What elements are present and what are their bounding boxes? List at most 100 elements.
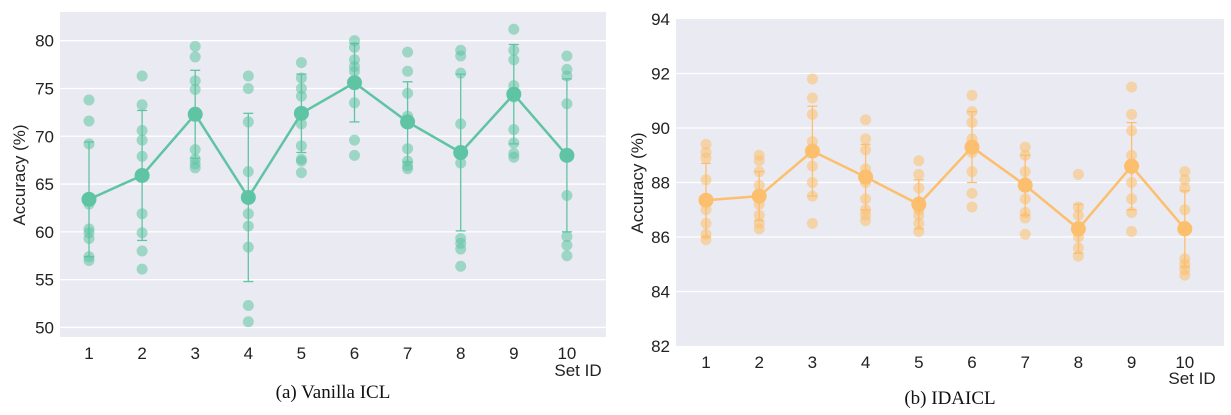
mean-point <box>751 188 767 204</box>
y-tick-label: 90 <box>651 119 670 138</box>
mean-point <box>347 75 362 91</box>
y-tick-label: 55 <box>35 271 54 290</box>
mean-point <box>1124 158 1140 174</box>
x-tick-label: 5 <box>914 353 923 372</box>
x-axis-label: Set ID <box>1168 369 1215 388</box>
x-tick-label: 3 <box>190 344 199 363</box>
x-axis-label: Set ID <box>554 361 601 380</box>
x-tick-label: 5 <box>297 344 306 363</box>
x-tick-label: 3 <box>808 353 817 372</box>
y-tick-label: 65 <box>35 175 54 194</box>
y-axis-label: Accuracy (%) <box>10 124 29 225</box>
data-point <box>402 163 414 175</box>
mean-point <box>1070 221 1086 237</box>
data-point <box>1179 174 1191 186</box>
data-point <box>860 114 872 126</box>
x-tick-label: 6 <box>967 353 976 372</box>
mean-line <box>88 81 568 201</box>
panel-vanilla-icl: 50 55 60 65 70 75 80 1 2 3 4 5 6 7 8 9 10 Accuracy (%) Set… <box>10 12 606 403</box>
y-tick-label: 92 <box>651 65 670 84</box>
data-point <box>1179 166 1191 178</box>
data-point <box>806 73 818 85</box>
data-point <box>242 70 254 82</box>
data-point <box>295 167 307 179</box>
data-point <box>136 70 148 82</box>
data-point <box>349 134 360 146</box>
y-tick-label: 60 <box>35 223 54 242</box>
data-point <box>189 162 201 174</box>
data-point <box>242 82 254 94</box>
data-point <box>753 223 765 235</box>
mean-point <box>964 139 980 155</box>
data-point <box>806 217 818 229</box>
data-point <box>349 149 360 161</box>
data-point <box>1019 141 1031 153</box>
x-tick-label: 10 <box>1175 353 1194 372</box>
data-point <box>508 23 520 35</box>
data-point <box>295 155 307 167</box>
data-point <box>1179 269 1191 281</box>
mean-point <box>453 145 469 161</box>
data-point <box>136 263 148 275</box>
data-point <box>860 133 872 145</box>
data-point <box>455 243 467 255</box>
y-tick-label: 88 <box>651 174 670 193</box>
x-tick-label: 7 <box>403 344 412 363</box>
mean-point <box>858 169 874 185</box>
data-point <box>966 89 978 101</box>
data-point <box>1019 228 1031 240</box>
x-tick-label: 7 <box>1020 353 1029 372</box>
y-tick-label: 80 <box>35 32 54 51</box>
data-point <box>455 50 467 62</box>
data-point <box>136 99 148 111</box>
panel-idaicl: 82 84 86 88 90 92 94 1 2 3 4 5 6 7 8 9 10 Accuracy (%) Set… <box>628 10 1224 409</box>
data-point <box>806 92 818 104</box>
data-point <box>189 51 201 63</box>
panel-caption: (a) Vanilla ICL <box>276 382 391 403</box>
mean-point <box>134 167 150 183</box>
mean-point <box>559 147 575 163</box>
data-point <box>561 239 573 251</box>
x-tick-label: 8 <box>456 344 465 363</box>
data-point <box>860 215 872 227</box>
y-tick-label: 94 <box>651 10 670 29</box>
x-tick-label: 9 <box>509 344 518 363</box>
data-point <box>561 250 573 262</box>
data-point <box>1126 81 1138 93</box>
mean-point <box>506 86 522 102</box>
x-tick-label: 10 <box>557 344 576 363</box>
mean-point <box>1017 177 1033 193</box>
data-point <box>913 155 925 167</box>
plot-area <box>60 12 606 337</box>
data-point <box>1126 108 1138 120</box>
data-point <box>136 245 148 257</box>
y-axis-label: Accuracy (%) <box>628 132 647 233</box>
y-tick-label: 86 <box>651 228 670 247</box>
data-point <box>700 152 712 164</box>
x-tick-label: 8 <box>1074 353 1083 372</box>
x-tick-label: 4 <box>861 353 870 372</box>
data-point <box>700 138 712 150</box>
panel-caption: (b) IDAICL <box>904 388 995 409</box>
data-point <box>402 65 414 77</box>
data-point <box>966 201 978 213</box>
y-tick-label: 84 <box>651 283 670 302</box>
mean-point <box>804 143 820 159</box>
x-tick-label: 1 <box>84 344 93 363</box>
x-tick-label: 4 <box>244 344 253 363</box>
data-point <box>561 231 573 243</box>
data-point <box>83 255 95 267</box>
data-point <box>242 316 254 328</box>
mean-line <box>705 145 1186 231</box>
x-tick-label: 2 <box>137 344 146 363</box>
data-point <box>455 260 467 272</box>
y-tick-label: 82 <box>651 337 670 356</box>
data-point <box>242 299 254 311</box>
data-point <box>83 115 95 127</box>
data-point <box>83 94 95 106</box>
data-point <box>508 151 520 163</box>
data-point <box>189 40 201 52</box>
mean-point <box>81 191 97 207</box>
x-tick-label: 9 <box>1127 353 1136 372</box>
